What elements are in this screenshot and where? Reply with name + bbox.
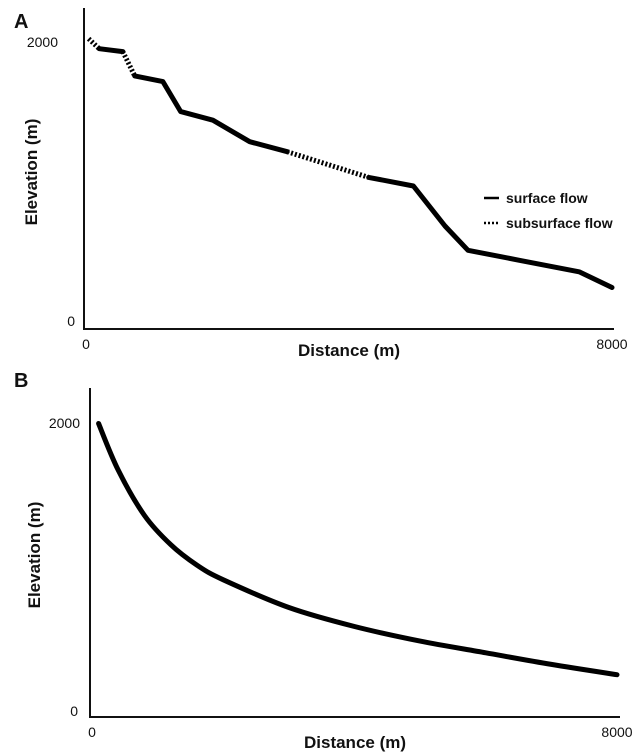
- subsurface-flow-segment-2: [120, 50, 137, 77]
- surface-flow-segment-3: [132, 73, 290, 155]
- panel-b: B 2000 0 0 8000 Distance (m) Elevation (…: [14, 370, 633, 752]
- legend-subsurface-label: subsurface flow: [506, 215, 613, 231]
- surface-flow-segment-1: [96, 46, 126, 55]
- smooth-profile-line-0: [96, 421, 620, 678]
- panel-a-xtick-max: 8000: [596, 336, 627, 352]
- panel-a-axes: [83, 8, 614, 330]
- panel-a-xtick-min: 0: [82, 336, 90, 352]
- panel-a-ytick-max: 2000: [27, 34, 58, 50]
- panel-a-ytick-min: 0: [67, 313, 75, 329]
- surface-flow-segment-5: [366, 174, 615, 290]
- panel-b-axes: [89, 388, 620, 718]
- panel-b-ytick-max: 2000: [49, 415, 80, 431]
- legend: surface flow subsurface flow: [484, 190, 613, 231]
- panel-b-ytick-min: 0: [70, 703, 78, 719]
- legend-surface-label: surface flow: [506, 190, 588, 206]
- panel-b-xtick-min: 0: [88, 724, 96, 740]
- panel-a-ylabel: Elevation (m): [22, 119, 41, 226]
- panel-a-label: A: [14, 11, 28, 33]
- panel-a: A 2000 0 0 8000 Distance (m) Elevation (…: [14, 8, 628, 360]
- panel-b-ylabel: Elevation (m): [25, 502, 44, 609]
- panel-b-xlabel: Distance (m): [304, 733, 406, 752]
- panel-a-profile: [86, 36, 615, 290]
- subsurface-flow-segment-4: [286, 149, 370, 180]
- panel-b-xtick-max: 8000: [601, 724, 632, 740]
- panel-a-xlabel: Distance (m): [298, 341, 400, 360]
- panel-b-label: B: [14, 370, 28, 392]
- panel-b-profile: [96, 421, 620, 678]
